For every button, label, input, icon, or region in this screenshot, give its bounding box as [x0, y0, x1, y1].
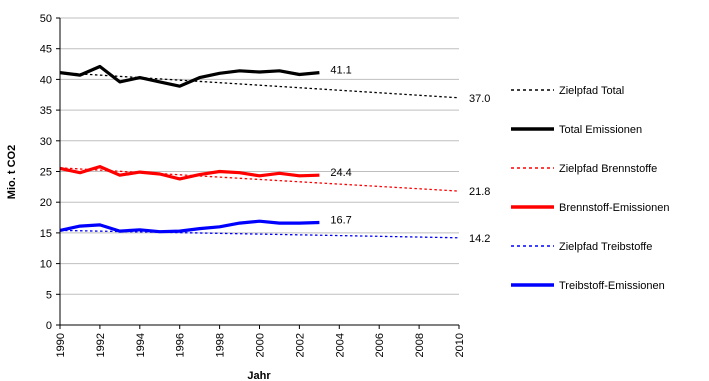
gridlines: [60, 17, 459, 295]
x-axis-title: Jahr: [247, 370, 271, 381]
y-tick-label: 15: [40, 228, 52, 240]
x-tick-label: 2006: [374, 333, 386, 357]
x-tick-label: 2002: [294, 333, 306, 357]
y-tick-label: 45: [40, 44, 52, 56]
legend-label: Treibstoff-Emissionen: [559, 280, 665, 292]
legend-label: Zielpfad Brennstoffe: [559, 163, 657, 175]
legend-label: Zielpfad Total: [559, 85, 624, 97]
x-tick-label: 1998: [215, 333, 227, 357]
x-tick-label: 1996: [175, 333, 187, 357]
x-tick-label: 2008: [414, 333, 426, 357]
x-tick-label: 2000: [255, 333, 267, 357]
data-label: 41.1: [330, 65, 351, 77]
series-line-total-emissionen: [59, 64, 320, 88]
y-tick-label: 50: [40, 13, 52, 25]
legend-label: Brennstoff-Emissionen: [559, 202, 669, 214]
y-tick-label: 35: [40, 105, 52, 117]
y-tick-label: 10: [40, 259, 52, 271]
x-tick-label: 1992: [95, 333, 107, 357]
y-tick-label: 40: [40, 74, 52, 86]
y-tick-label: 0: [46, 320, 52, 332]
data-label: 37.0: [469, 93, 490, 105]
y-tick-label: 30: [40, 136, 52, 148]
x-tick-label: 2010: [454, 333, 466, 357]
series-line-treibstoff-emissionen: [59, 219, 320, 234]
series-line-brennstoff-emissionen: [59, 165, 320, 181]
data-labels: 41.1 24.4 16.7 37.0 21.8 14.2: [330, 65, 490, 245]
y-tick-label: 5: [46, 289, 52, 301]
tick-labels: 0 5 10 15 20 25 30 35 40 45 50 1990 1992 1994 1996 1998…: [40, 13, 466, 357]
data-label: 21.8: [469, 186, 490, 198]
y-tick-label: 20: [40, 197, 52, 209]
data-label: 16.7: [330, 214, 351, 226]
series-line-zielpfad-brennstoffe: [59, 167, 460, 192]
data-label: 24.4: [330, 167, 351, 179]
series-lines: [59, 64, 460, 239]
series-line-zielpfad-total: [59, 71, 460, 99]
legend: Zielpfad Total Total Emissionen Zielpfad B…: [511, 85, 669, 292]
x-tick-label: 2004: [334, 333, 346, 357]
legend-label: Total Emissionen: [559, 124, 642, 136]
x-tick-label: 1994: [135, 333, 147, 357]
y-tick-label: 25: [40, 167, 52, 179]
y-axis-title: Mio. t CO2: [6, 145, 18, 199]
x-tick-label: 1990: [55, 333, 67, 357]
data-label: 14.2: [469, 233, 490, 245]
legend-label: Zielpfad Treibstoffe: [559, 241, 652, 253]
